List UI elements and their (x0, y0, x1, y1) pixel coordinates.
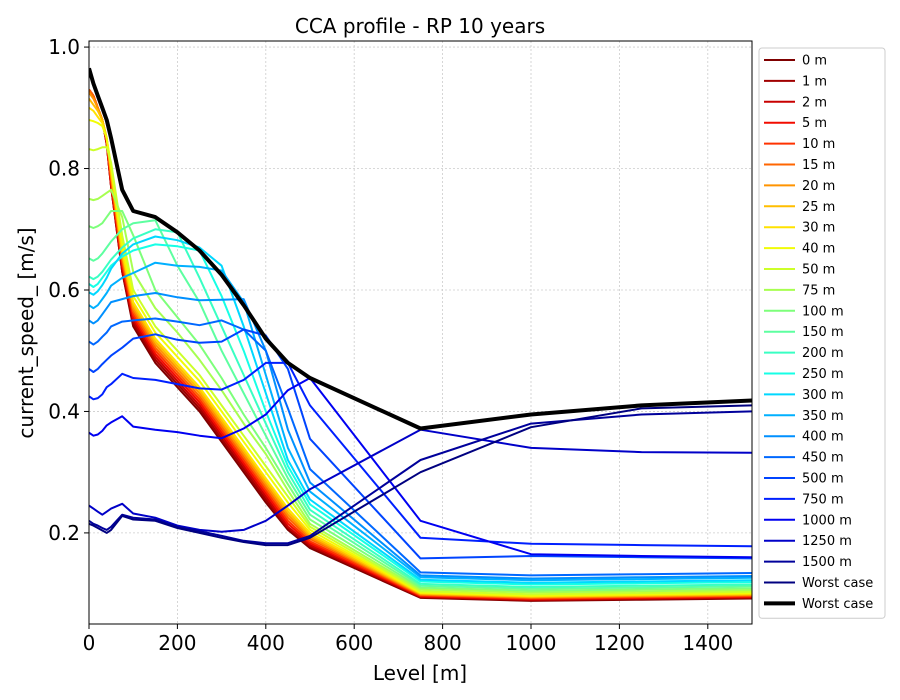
series-line-24 (89, 410, 752, 545)
x-tick-label: 1400 (682, 631, 733, 655)
y-tick-label: 0.2 (48, 521, 80, 545)
x-tick-label: 1200 (594, 631, 645, 655)
legend-label: 15 m (802, 158, 835, 173)
series-line-13 (89, 219, 752, 590)
plot-frame (88, 40, 753, 625)
series-layer (89, 67, 752, 602)
legend-label: 0 m (802, 54, 827, 69)
series-lines (89, 67, 752, 602)
legend: 0 m 1 m 2 m 5 m 10 m 15 m 20 m 25 m 30 m 40 m 50 m… (758, 47, 886, 619)
legend-label: 30 m (802, 221, 835, 236)
y-axis-label: current_speed_ [m/s] (14, 227, 38, 438)
y-tick-label: 0.4 (48, 399, 80, 423)
x-tick-label: 600 (335, 631, 373, 655)
series-line-20 (89, 328, 752, 560)
legend-label: 150 m (802, 325, 844, 340)
legend-label: Worst case (802, 597, 873, 612)
legend-label: 5 m (802, 116, 827, 131)
y-tick-label: 1.0 (48, 35, 80, 59)
legend-label: Worst case (802, 576, 873, 591)
series-line-25 (89, 404, 752, 547)
x-tick-label: 1000 (506, 631, 557, 655)
x-tick-label: 200 (158, 631, 196, 655)
chart-title: CCA profile - RP 10 years (295, 14, 545, 38)
series-line-15 (89, 243, 752, 586)
series-line-19 (89, 317, 752, 577)
series-line-21 (89, 361, 752, 548)
legend-label: 1 m (802, 74, 827, 89)
x-tick-label: 800 (424, 631, 462, 655)
legend-label: 1500 m (802, 555, 852, 570)
legend-label: 25 m (802, 200, 835, 215)
series-line-18 (89, 292, 752, 580)
legend-label: 2 m (802, 95, 827, 110)
legend-label: 250 m (802, 367, 844, 382)
legend-label: 400 m (802, 430, 844, 445)
legend-label: 300 m (802, 388, 844, 403)
series-line-22 (89, 377, 752, 559)
legend-label: 10 m (802, 137, 835, 152)
legend-label: 40 m (802, 242, 835, 257)
y-tick-label: 0.8 (48, 157, 80, 181)
legend-frame (758, 47, 886, 619)
series-line-10 (89, 146, 752, 596)
series-line-11 (89, 188, 752, 594)
legend-label: 50 m (802, 263, 835, 278)
x-tick-label: 0 (83, 631, 96, 655)
legend-label: 1000 m (802, 513, 852, 528)
series-line-12 (89, 210, 752, 592)
legend-label: 20 m (802, 179, 835, 194)
series-line-26 (89, 67, 752, 431)
legend-label: 750 m (802, 492, 844, 507)
series-line-17 (89, 261, 752, 582)
series-line-14 (89, 228, 752, 588)
series-line-9 (89, 118, 752, 597)
legend-label: 100 m (802, 304, 844, 319)
series-line-23 (89, 428, 752, 533)
legend-label: 1250 m (802, 534, 852, 549)
y-tick-label: 0.6 (48, 278, 80, 302)
x-tick-label: 400 (247, 631, 285, 655)
legend-label: 450 m (802, 451, 844, 466)
x-axis-label: Level [m] (373, 661, 467, 685)
legend-label: 75 m (802, 283, 835, 298)
axes: 0 200 400 600 800 1000 1200 1400 0.2 0.4 0.6 0.8 1.0 (48, 35, 733, 655)
legend-label: 350 m (802, 409, 844, 424)
legend-label: 200 m (802, 346, 844, 361)
legend-label: 500 m (802, 472, 844, 487)
